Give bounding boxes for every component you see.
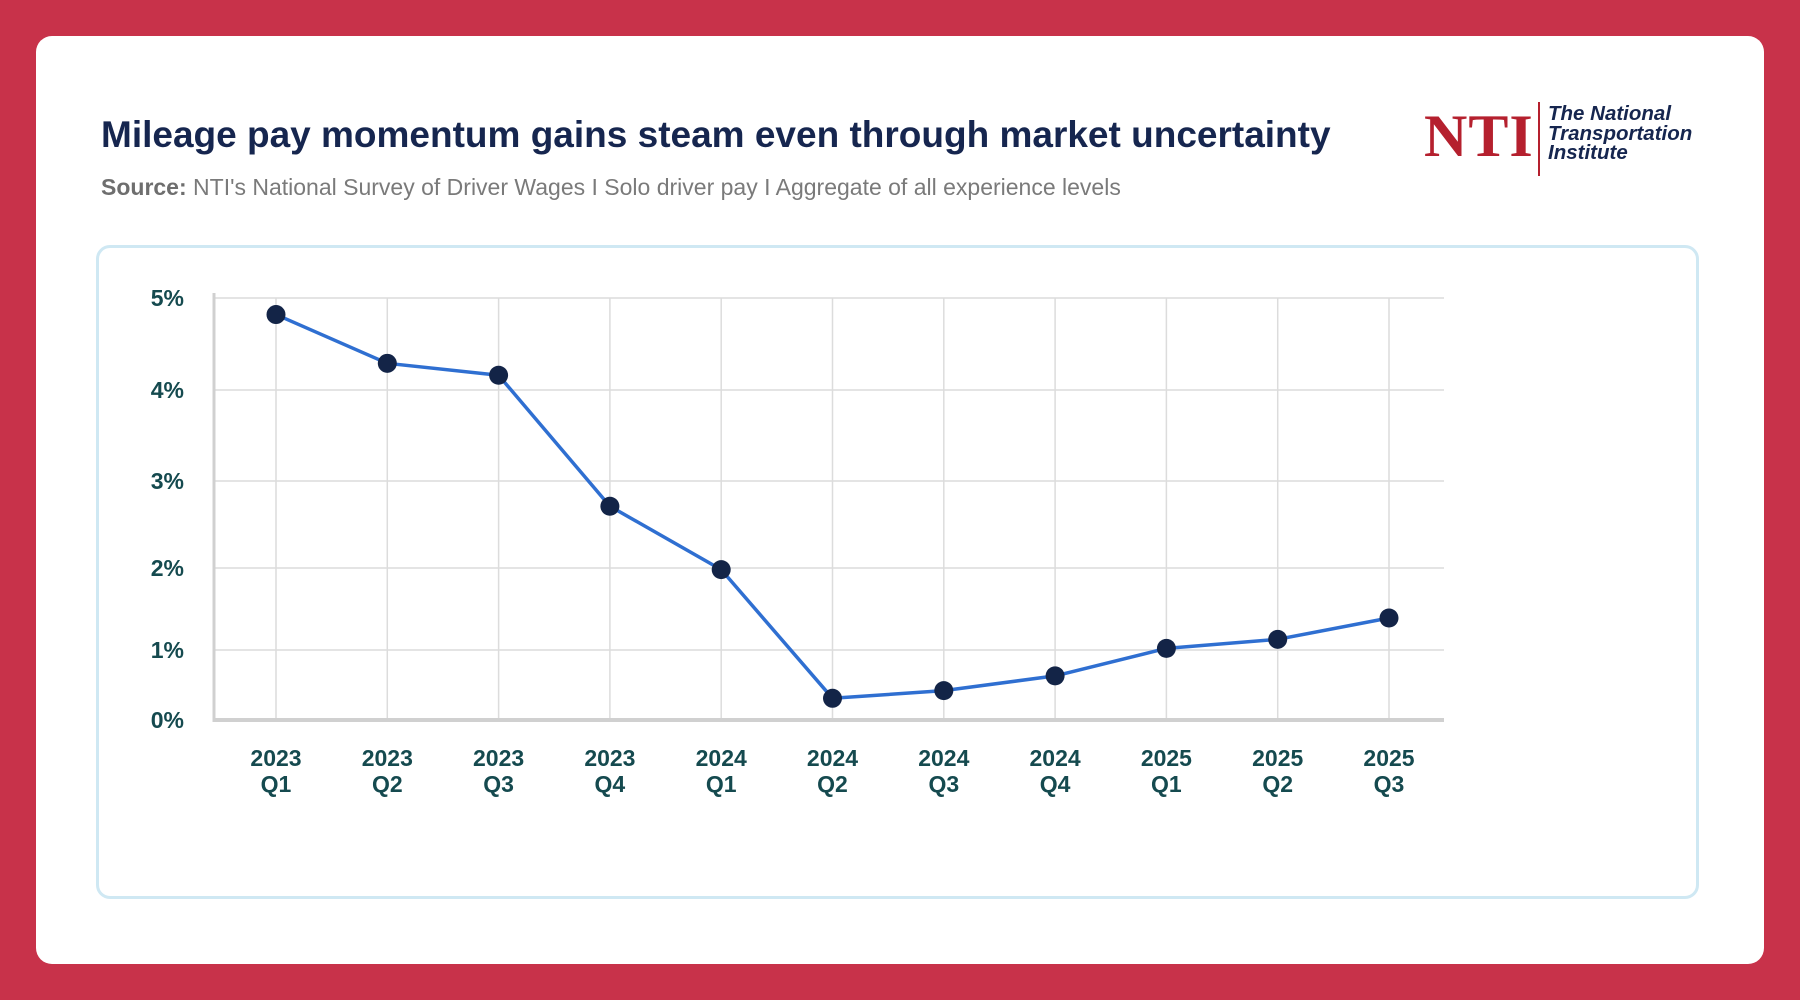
data-point (823, 688, 842, 708)
y-tick-label: 2% (151, 555, 184, 581)
data-point (934, 681, 954, 701)
x-tick-label: 2025 Q2 (1252, 745, 1303, 797)
source-label: Source: (101, 174, 187, 200)
x-tick-label: 2024 Q2 (807, 745, 858, 797)
x-tick-label: 2025 Q1 (1141, 745, 1192, 797)
logo-mark: NTI (1424, 103, 1534, 169)
data-point (711, 560, 731, 580)
logo-text: The National Transportation Institute (1548, 104, 1692, 163)
logo-line-2: Transportation (1548, 121, 1693, 145)
data-point (1156, 638, 1176, 658)
x-tick-label: 2024 Q4 (1030, 745, 1081, 797)
x-tick-label: 2024 Q3 (918, 745, 969, 797)
chart-title: Mileage pay momentum gains steam even th… (101, 114, 1331, 155)
x-tick-label: 2024 Q1 (696, 745, 747, 797)
data-point (489, 365, 509, 385)
logo-line-3: Institute (1548, 141, 1628, 164)
chart-panel: 0% 1% 2% 3% 4% 5% 2023 Q1 2023 Q2 2023 Q3 2023 Q4 2024… (96, 245, 1699, 899)
data-point (1268, 629, 1288, 649)
source-text: NTI's National Survey of Driver Wages I … (186, 174, 1121, 200)
y-tick-label: 3% (151, 468, 184, 494)
data-point (600, 496, 620, 516)
x-tick-label: 2023 Q4 (584, 745, 635, 797)
y-tick-label: 4% (151, 377, 184, 403)
data-point (266, 305, 286, 325)
x-tick-label: 2023 Q1 (250, 745, 301, 797)
y-tick-label: 0% (151, 707, 184, 733)
logo-line-1: The National (1548, 102, 1672, 125)
card: Mileage pay momentum gains steam even th… (36, 36, 1764, 964)
data-point (1379, 608, 1399, 628)
line-chart: 0% 1% 2% 3% 4% 5% 2023 Q1 2023 Q2 2023 Q3 2023 Q4 2024… (151, 285, 1444, 797)
y-tick-label: 5% (151, 285, 184, 311)
y-tick-label: 1% (151, 637, 184, 663)
logo-divider (1538, 102, 1540, 176)
x-tick-label: 2023 Q3 (473, 745, 524, 797)
data-point (377, 353, 397, 373)
chart-source: Source: NTI's National Survey of Driver … (101, 174, 1121, 201)
x-tick-label: 2023 Q2 (362, 745, 413, 797)
data-point (1045, 666, 1065, 686)
nti-logo: NTI The National Transportation Institut… (1424, 102, 1724, 180)
x-tick-label: 2025 Q3 (1363, 745, 1414, 797)
